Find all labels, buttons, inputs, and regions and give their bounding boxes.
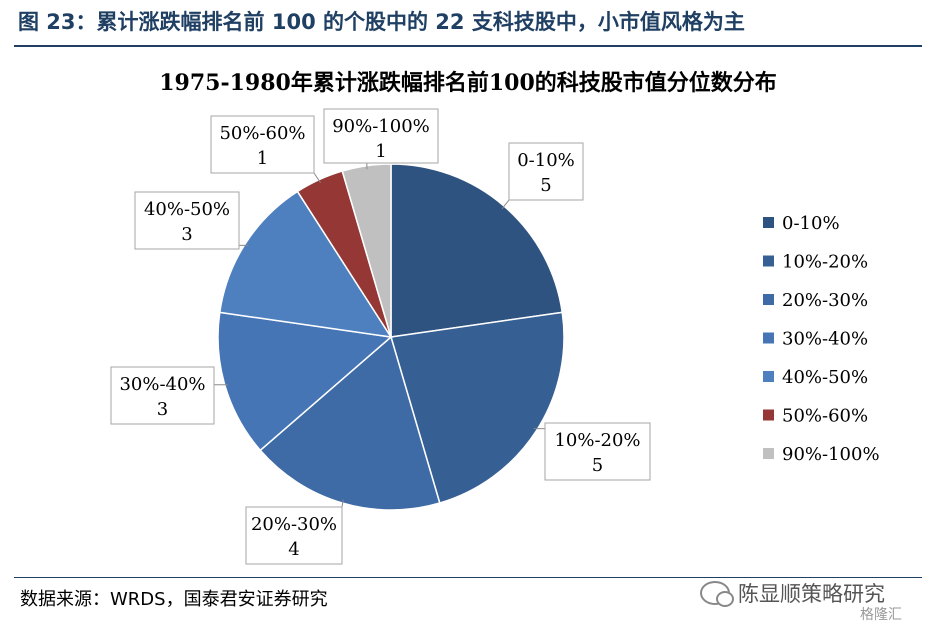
data-label-box [245, 506, 343, 565]
data-label-category: 30%-40% [119, 374, 205, 395]
leader-line [341, 499, 344, 508]
legend-label: 10%-20% [782, 252, 868, 273]
legend-item-30-40: 30%-40% [763, 329, 868, 350]
data-label-value: 3 [157, 399, 168, 420]
leader-line [313, 172, 321, 184]
bottom-divider [14, 577, 922, 578]
data-label-30-40: 30%-40% 3 [110, 366, 229, 425]
data-label-box [323, 108, 439, 164]
data-label-box [210, 115, 315, 174]
data-label-20-30: 20%-30% 4 [245, 499, 344, 565]
legend-swatch [763, 409, 774, 421]
data-label-box [134, 191, 240, 250]
watermark: 陈显顺策略研究 [700, 578, 885, 608]
data-label-90-100: 90%-100% 1 [323, 108, 439, 170]
data-label-10-20: 10%-20% 5 [533, 422, 651, 481]
legend-label: 90%-100% [782, 444, 880, 465]
source-note: 数据来源：WRDS，国泰君安证券研究 [20, 589, 328, 610]
legend-label: 40%-50% [782, 367, 868, 388]
data-label-box [544, 422, 651, 481]
watermark-badge: 格隆汇 [860, 607, 902, 623]
legend-label: 0-10% [782, 213, 840, 234]
wechat-icon [700, 581, 734, 607]
legend-label: 20%-30% [782, 290, 868, 311]
data-label-40-50: 40%-50% 3 [134, 191, 249, 250]
leader-line [501, 199, 510, 210]
legend-item-10-20: 10%-20% [763, 252, 868, 273]
legend-item-0-10: 0-10% [763, 213, 840, 234]
data-label-category: 40%-50% [144, 199, 230, 220]
legend-item-50-60: 50%-60% [763, 406, 868, 427]
legend-swatch [763, 332, 774, 344]
legend-item-90-100: 90%-100% [763, 444, 880, 465]
pie-slice-40-50 [218, 190, 393, 338]
figure-title: 图 23：累计涨跌幅排名前 100 的个股中的 22 支科技股中，小市值风格为主 [18, 10, 745, 34]
data-label-value: 4 [288, 539, 299, 560]
chart-title: 1975-1980年累计涨跌幅排名前100的科技股市值分位数分布 [159, 70, 777, 96]
data-label-50-60: 50%-60% 1 [210, 115, 321, 184]
data-label-box [508, 142, 584, 201]
data-label-value: 3 [181, 224, 192, 245]
data-label-value: 1 [375, 141, 386, 162]
pie-slice-10-20 [390, 311, 565, 504]
data-label-box [110, 366, 215, 425]
watermark-text: 陈显顺策略研究 [738, 582, 885, 606]
pie-slice-30-40 [217, 311, 393, 452]
legend-item-40-50: 40%-50% [763, 367, 868, 388]
data-label-category: 50%-60% [219, 123, 305, 144]
legend-swatch [763, 255, 774, 267]
legend-swatch [763, 217, 774, 228]
data-label-category: 20%-30% [251, 514, 337, 535]
data-label-category: 10%-20% [554, 430, 640, 451]
legend-swatch [763, 448, 774, 459]
legend-swatch [763, 371, 774, 382]
data-label-value: 1 [257, 148, 268, 169]
data-label-value: 5 [540, 175, 551, 196]
legend-label: 30%-40% [782, 329, 868, 350]
pie-chart: 1975-1980年累计涨跌幅排名前100的科技股市值分位数分布 0-10%51… [110, 70, 880, 565]
data-label-value: 5 [592, 455, 603, 476]
legend-item-20-30: 20%-30% [763, 290, 868, 311]
data-label-category: 90%-100% [332, 116, 430, 137]
legend-label: 50%-60% [782, 406, 868, 427]
legend-swatch [763, 294, 774, 305]
top-divider [14, 45, 922, 47]
data-label-0-10: 0-10% 5 [501, 142, 584, 210]
data-label-category: 0-10% [517, 150, 575, 171]
